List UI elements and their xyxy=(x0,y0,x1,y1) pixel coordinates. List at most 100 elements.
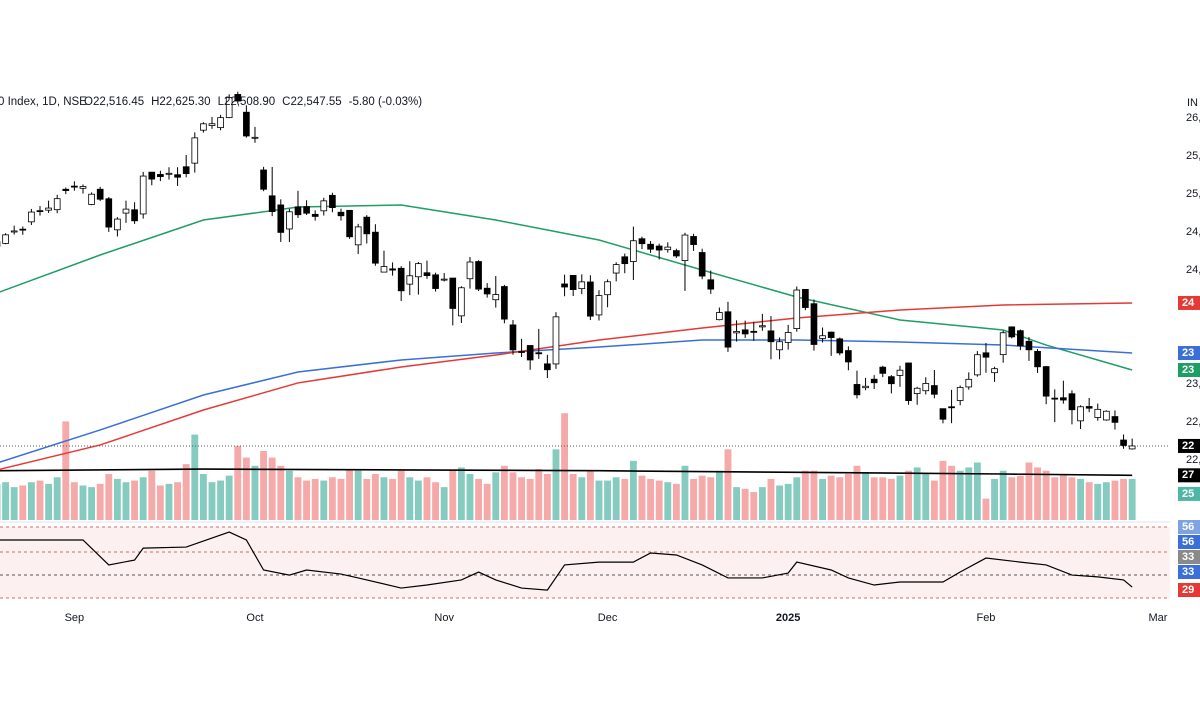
candle-body xyxy=(139,175,147,215)
candle-body xyxy=(690,236,697,245)
volume-bar xyxy=(285,470,293,520)
volume-bar xyxy=(948,465,955,520)
volume-bar xyxy=(122,482,130,520)
volume-bar xyxy=(1025,462,1033,520)
candle-body xyxy=(36,210,44,213)
y-tick-label: 24, xyxy=(1186,226,1200,238)
moving-average xyxy=(0,302,1133,470)
candle-body xyxy=(1042,366,1050,397)
candle-body xyxy=(475,261,482,290)
volume-bar xyxy=(758,487,766,520)
volume-bar xyxy=(1128,478,1136,520)
ma-tag: 24 xyxy=(1182,297,1195,309)
volume-bar xyxy=(561,413,568,520)
volume-bar xyxy=(552,449,560,520)
volume-bar xyxy=(879,477,887,520)
candle-body xyxy=(776,341,783,351)
candle-body xyxy=(88,193,95,205)
volume-bar xyxy=(148,470,156,520)
candle-body xyxy=(845,350,852,363)
volume-bar xyxy=(681,465,689,520)
candle-body xyxy=(544,363,551,371)
candle-body xyxy=(612,264,620,274)
candle-body xyxy=(483,287,491,295)
volume-bar xyxy=(819,478,826,520)
candle-body xyxy=(759,325,766,328)
candle-body xyxy=(449,277,457,309)
volume-bar xyxy=(234,446,242,520)
osc-tag: 33 xyxy=(1182,566,1194,578)
candle-body xyxy=(1094,408,1102,418)
volume-bar xyxy=(887,478,895,520)
volume-bar xyxy=(1077,478,1084,520)
volume-bar xyxy=(776,485,783,520)
y-tick-label: 22, xyxy=(1186,454,1200,466)
volume-bar xyxy=(199,474,207,520)
volume-bar xyxy=(1008,477,1016,520)
candle-body xyxy=(182,166,190,174)
volume-bar xyxy=(604,480,611,520)
candle-body xyxy=(225,97,233,118)
candle-body xyxy=(329,194,336,208)
volume-bar xyxy=(1034,467,1041,520)
candle-body xyxy=(458,287,465,317)
volume-bar xyxy=(423,477,431,520)
candle-body xyxy=(526,345,534,361)
symbol: 0 Index, 1D, NSE xyxy=(0,96,87,108)
candle-body xyxy=(552,316,560,365)
candle-body xyxy=(311,213,319,217)
volume-average xyxy=(0,468,1133,477)
close-tag-box xyxy=(1178,438,1200,453)
x-tick-label: Dec xyxy=(598,612,618,624)
candle-body xyxy=(389,268,396,271)
volume-bar xyxy=(922,474,930,520)
candle-body xyxy=(1103,410,1110,421)
candle-body xyxy=(440,278,448,281)
volume-bar xyxy=(70,482,78,520)
volume-bar xyxy=(337,478,345,520)
close-tag: 22 xyxy=(1182,440,1194,452)
candle-body xyxy=(191,137,199,164)
osc-tag-box xyxy=(1178,565,1200,579)
volume-bar xyxy=(96,483,104,520)
candle-body xyxy=(836,338,844,354)
volume-bar xyxy=(294,477,302,520)
osc-tag-box xyxy=(1178,535,1200,549)
candle-body xyxy=(10,230,18,233)
candle-body xyxy=(896,369,904,376)
candle-body xyxy=(948,406,955,409)
candle-body xyxy=(114,218,121,231)
volume-bar xyxy=(79,485,87,520)
candle-body xyxy=(303,206,310,214)
candle-body xyxy=(965,378,973,388)
candle-body xyxy=(931,385,938,395)
volume-bar xyxy=(45,483,53,520)
volume-bar xyxy=(784,483,792,520)
candle-body xyxy=(260,169,267,190)
candle-body xyxy=(535,352,543,355)
candle-body xyxy=(664,246,672,251)
volume-bar xyxy=(165,483,173,520)
candle-body xyxy=(1025,340,1033,351)
candle-body xyxy=(96,188,104,200)
osc-tag: 33 xyxy=(1182,551,1194,563)
volume-bar xyxy=(930,480,938,520)
volume-bar xyxy=(380,477,388,520)
volume-bar xyxy=(1111,480,1119,520)
volume-bar xyxy=(225,475,233,520)
candle-body xyxy=(148,171,156,180)
candle-body xyxy=(346,209,353,238)
volume-bar xyxy=(535,469,543,520)
candle-body xyxy=(492,294,500,301)
volume-bar xyxy=(27,482,35,520)
volume-bar xyxy=(913,467,921,520)
volume-bar xyxy=(483,483,491,520)
volume-bar xyxy=(896,475,904,520)
candle-body xyxy=(320,200,328,212)
candle-body xyxy=(466,261,474,280)
volume-bar xyxy=(389,478,397,520)
candle-body xyxy=(569,275,577,290)
volume-bar xyxy=(208,482,216,520)
candle-body xyxy=(956,387,964,401)
volume-bar xyxy=(328,477,336,520)
